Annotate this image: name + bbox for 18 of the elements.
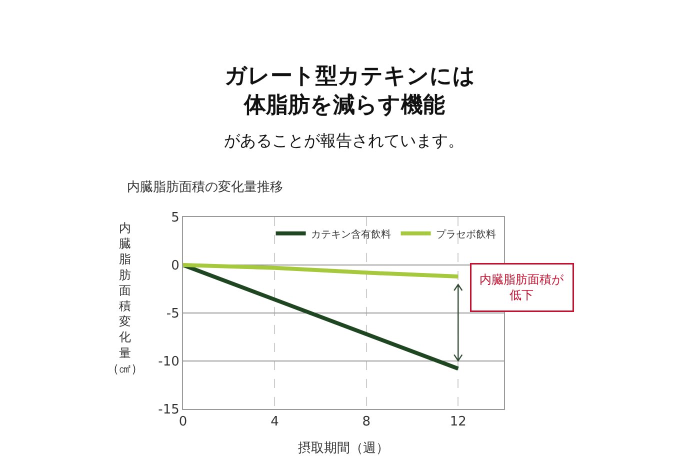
y-tick-label: 0	[171, 258, 180, 274]
text: 内臓脂肪面積変化量（㎠）	[107, 221, 143, 376]
x-tick-label: 12	[450, 414, 466, 430]
chart-title: ガレート型カテキンには	[224, 63, 476, 90]
text: 内臓脂肪面積の変化量推移	[127, 179, 283, 195]
text: があることが報告されています。	[224, 131, 464, 150]
chart-subtitle: 体脂肪を減らす機能	[243, 92, 445, 118]
legend-label: プラセボ飲料	[436, 228, 496, 240]
line-series	[183, 263, 460, 279]
x-tick-label: 4	[270, 414, 279, 430]
y-tick-label: 5	[171, 210, 180, 226]
x-tick-label: 8	[362, 414, 371, 430]
y-tick-label: -10	[158, 354, 180, 370]
legend-label: カテキン含有飲料	[310, 228, 391, 240]
x-axis-title: 摂取期間（週）	[298, 441, 389, 456]
y-tick-label: -15	[158, 402, 180, 418]
y-tick-label: -5	[166, 306, 180, 322]
annotation: 内臓脂肪面積が低下	[480, 272, 564, 302]
